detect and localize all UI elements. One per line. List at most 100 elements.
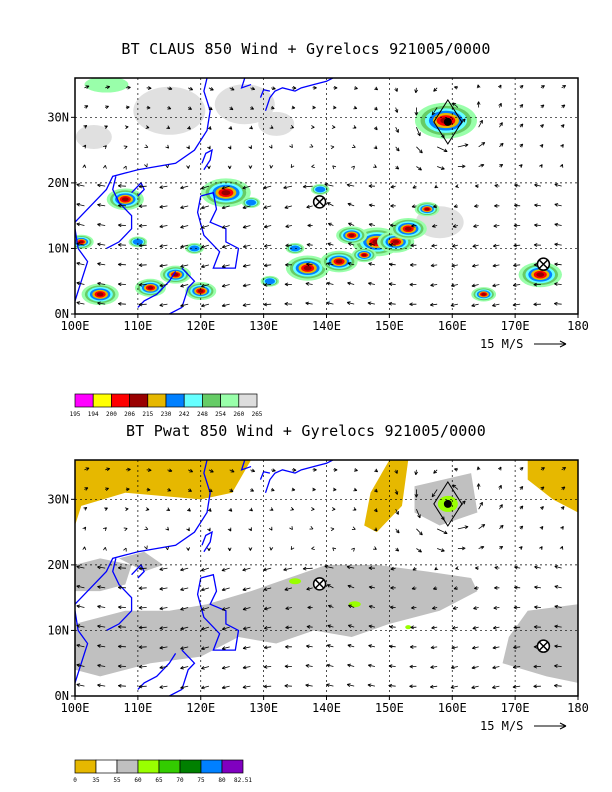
wind-arrow (373, 126, 378, 131)
high-moisture (405, 625, 412, 630)
wind-arrow (346, 683, 355, 687)
wind-arrow (554, 585, 562, 589)
wind-arrow (353, 487, 358, 492)
coastline (75, 610, 89, 684)
wind-arrow (186, 527, 190, 532)
wind-arrow (105, 85, 111, 90)
wind-arrow (123, 165, 127, 170)
wind-arrow (394, 489, 399, 495)
wind-arrow (539, 546, 543, 551)
wind-arrow (186, 165, 190, 169)
wind-arrow (534, 183, 541, 188)
wind-arrow (434, 184, 439, 189)
wind-arrow (347, 624, 355, 628)
colorbar-swatch (221, 759, 244, 774)
wind-arrow (518, 164, 523, 168)
wind-arrow (76, 202, 85, 207)
wind-arrow (145, 125, 150, 129)
wind-arrow (390, 566, 396, 571)
wind-arrow (492, 243, 500, 248)
x-tick-label: 130E (249, 701, 278, 715)
cloud-contour (424, 207, 430, 211)
wind-arrow (200, 185, 210, 190)
wind-arrow (519, 143, 524, 148)
wind-arrow (165, 526, 170, 531)
wind-arrow (97, 604, 106, 609)
wind-arrow (478, 545, 485, 550)
colorbar-label: 82.51 (234, 777, 252, 784)
wind-arrow (367, 301, 375, 306)
wind-arrow (97, 242, 106, 247)
wind-arrow (332, 105, 337, 110)
wind-arrow (494, 184, 500, 188)
x-tick-label: 110E (123, 701, 152, 715)
wind-arrow (513, 243, 521, 248)
wind-arrow (373, 106, 378, 111)
wind-arrow (200, 567, 210, 572)
wind-arrow (346, 183, 355, 188)
cloud-contour (121, 197, 129, 202)
wind-arrow (346, 565, 355, 570)
wind-arrow (492, 665, 500, 670)
colorbar-label: 55 (113, 777, 121, 784)
y-tick-label: 20N (47, 176, 69, 190)
dry-region (75, 460, 252, 526)
wind-arrow (76, 604, 85, 609)
wind-arrow (221, 205, 230, 210)
wind-arrow (354, 468, 358, 472)
wind-arrow (326, 262, 334, 266)
wind-arrow (283, 567, 293, 572)
wind-arrow (554, 203, 562, 207)
wind-arrow (242, 303, 251, 307)
wind-arrow (310, 507, 315, 511)
wind-arrow (285, 262, 292, 267)
wind-arrow (554, 565, 562, 569)
gyre-cross (538, 641, 549, 651)
wind-arrow (207, 527, 211, 532)
wind-arrow (476, 466, 481, 471)
wind-arrow (284, 664, 292, 669)
moist-band (119, 551, 164, 572)
wind-arrow (284, 205, 293, 209)
wind-arrow (242, 587, 251, 592)
wind-arrow (430, 645, 438, 650)
wind-arrow (125, 487, 130, 492)
cloud-contour (392, 239, 400, 244)
wind-arrow (513, 625, 521, 630)
wind-arrow (475, 566, 479, 570)
wind-arrow (186, 547, 190, 551)
wind-arrow (471, 645, 479, 650)
wind-arrow (284, 684, 292, 688)
wind-arrow (554, 644, 562, 649)
wind-arrow (180, 567, 189, 572)
wind-arrow (180, 224, 189, 229)
wind-arrow (180, 303, 189, 308)
colorbar-swatch (200, 759, 223, 774)
wind-arrow (221, 567, 230, 572)
wind-arrow (472, 244, 479, 248)
wind-arrow (533, 664, 541, 669)
wind-arrow (368, 566, 375, 570)
wind-arrow (474, 204, 479, 208)
wind-arrow (221, 626, 230, 631)
wind-arrow (229, 106, 234, 111)
wind-arrow (76, 565, 85, 569)
wind-arrow (138, 204, 147, 209)
wind-arrow (492, 263, 500, 268)
wind-arrow (242, 263, 251, 268)
wind-arrow (478, 119, 483, 128)
wind-arrow (180, 606, 189, 611)
wind-arrow (145, 507, 150, 511)
wind-arrow (331, 507, 336, 511)
wind-arrow (499, 524, 504, 530)
wind-arrow (429, 684, 438, 689)
cloud-shade (214, 84, 275, 125)
wind-arrow (476, 84, 481, 89)
wind-arrow (416, 127, 421, 137)
wind-arrow (221, 607, 230, 611)
wind-arrow (534, 585, 541, 590)
wind-arrow (430, 263, 438, 268)
reference-vector-label: 15 M/S (480, 337, 523, 351)
colorbar-swatch (202, 393, 221, 408)
wind-arrow (560, 124, 565, 128)
